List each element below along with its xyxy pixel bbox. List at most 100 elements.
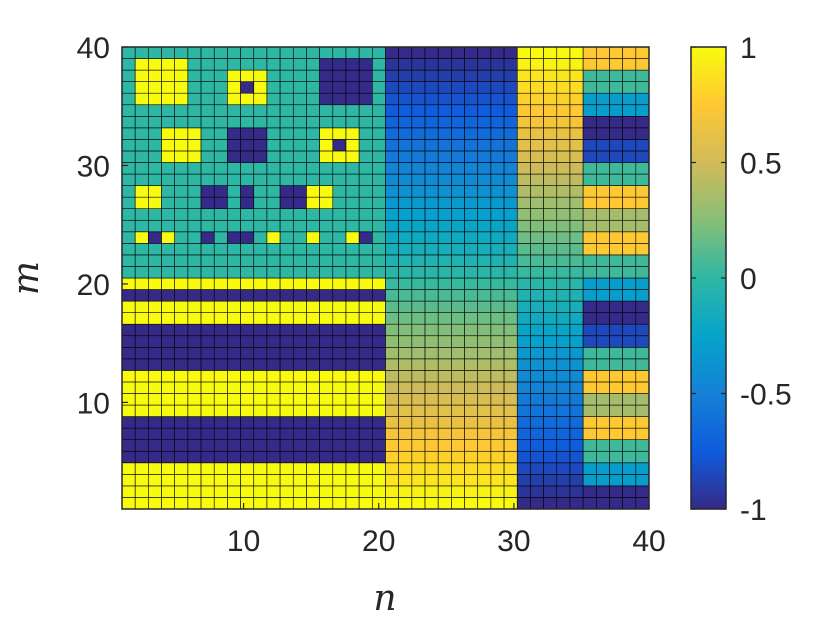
heatmap-cell (121, 416, 136, 429)
heatmap-cell (595, 497, 610, 510)
heatmap-cell (161, 312, 176, 325)
heatmap-cell (398, 358, 413, 371)
heatmap-cell (358, 92, 373, 106)
heatmap-cell (319, 185, 334, 198)
heatmap-cell (372, 393, 386, 406)
heatmap-cell (556, 427, 571, 440)
heatmap-cell (503, 439, 518, 452)
heatmap-cell (187, 127, 202, 140)
heatmap-cell (556, 335, 571, 348)
heatmap-cell (227, 81, 241, 94)
heatmap-cell (200, 416, 215, 429)
heatmap-cell (332, 243, 347, 256)
heatmap-cell (319, 139, 334, 152)
heatmap-cell (121, 81, 136, 94)
heatmap-cell (635, 92, 650, 106)
heatmap-cell (200, 162, 215, 175)
heatmap-cell (385, 254, 399, 267)
heatmap-cell (569, 404, 584, 417)
heatmap-cell (398, 231, 413, 244)
heatmap-cell (213, 497, 228, 510)
heatmap-cell (543, 393, 558, 406)
heatmap-cell (345, 266, 360, 279)
heatmap-cell (213, 254, 228, 267)
heatmap-cell (530, 208, 544, 221)
heatmap-cell (161, 81, 176, 94)
heatmap-cell (411, 312, 426, 325)
heatmap-cell (424, 254, 439, 267)
heatmap-cell (227, 150, 241, 163)
heatmap-cell (358, 323, 373, 337)
heatmap-cell (200, 346, 215, 360)
heatmap-cell (200, 92, 215, 106)
heatmap-cell (174, 139, 189, 152)
heatmap-cell (332, 497, 347, 510)
heatmap-cell (503, 323, 518, 337)
heatmap-cell (266, 46, 281, 59)
heatmap-cell (148, 300, 162, 313)
heatmap-cell (385, 139, 399, 152)
heatmap-cell (358, 370, 373, 383)
heatmap-cell (451, 370, 465, 383)
heatmap-cell (253, 173, 268, 186)
heatmap-cell (213, 450, 228, 464)
heatmap-cell (134, 485, 149, 498)
heatmap-cell (227, 46, 241, 59)
heatmap-cell (437, 116, 452, 129)
heatmap-cell (174, 231, 189, 244)
heatmap-cell (385, 404, 399, 417)
heatmap-cell (385, 497, 399, 510)
heatmap-cell (266, 450, 281, 464)
heatmap-cell (319, 116, 334, 129)
heatmap-cell (332, 92, 347, 106)
heatmap-cell (437, 196, 452, 209)
heatmap-cell (121, 323, 136, 337)
heatmap-cell (279, 393, 294, 406)
heatmap-cell (200, 150, 215, 163)
heatmap-cell (161, 358, 176, 371)
heatmap-cell (622, 104, 637, 117)
heatmap-cell (516, 254, 531, 267)
heatmap-cell (372, 243, 386, 256)
heatmap-cell (477, 427, 492, 440)
heatmap-cell (437, 462, 452, 475)
heatmap-cell (134, 92, 149, 106)
heatmap-cell (279, 335, 294, 348)
heatmap-cell (174, 393, 189, 406)
heatmap-cell (543, 58, 558, 71)
heatmap-cell (161, 69, 176, 82)
heatmap-cell (477, 358, 492, 371)
heatmap-cell (556, 300, 571, 313)
heatmap-cell (464, 312, 479, 325)
heatmap-cell (411, 300, 426, 313)
heatmap-cell (174, 370, 189, 383)
heatmap-cell (174, 439, 189, 452)
heatmap-cell (530, 358, 544, 371)
heatmap-cell (253, 300, 268, 313)
heatmap-cell (451, 381, 465, 394)
heatmap-cell (253, 381, 268, 394)
heatmap-cell (279, 497, 294, 510)
heatmap-cell (569, 116, 584, 129)
heatmap-cell (609, 393, 623, 406)
heatmap-cell (161, 46, 176, 59)
heatmap-cell (161, 323, 176, 337)
heatmap-cell (385, 208, 399, 221)
heatmap-cell (582, 150, 597, 163)
heatmap-cell (530, 185, 544, 198)
heatmap-cell (266, 69, 281, 82)
heatmap-cell (358, 462, 373, 475)
heatmap-cell (213, 404, 228, 417)
heatmap-cell (543, 92, 558, 106)
heatmap-cell (490, 127, 505, 140)
heatmap-cell (227, 116, 241, 129)
heatmap-cell (464, 46, 479, 59)
heatmap-cell (266, 462, 281, 475)
heatmap-cell (134, 450, 149, 464)
heatmap-cell (292, 69, 307, 82)
heatmap-cell (372, 381, 386, 394)
heatmap-cell (437, 277, 452, 290)
heatmap-cell (556, 127, 571, 140)
heatmap-cell (121, 219, 136, 233)
heatmap-cell (372, 139, 386, 152)
